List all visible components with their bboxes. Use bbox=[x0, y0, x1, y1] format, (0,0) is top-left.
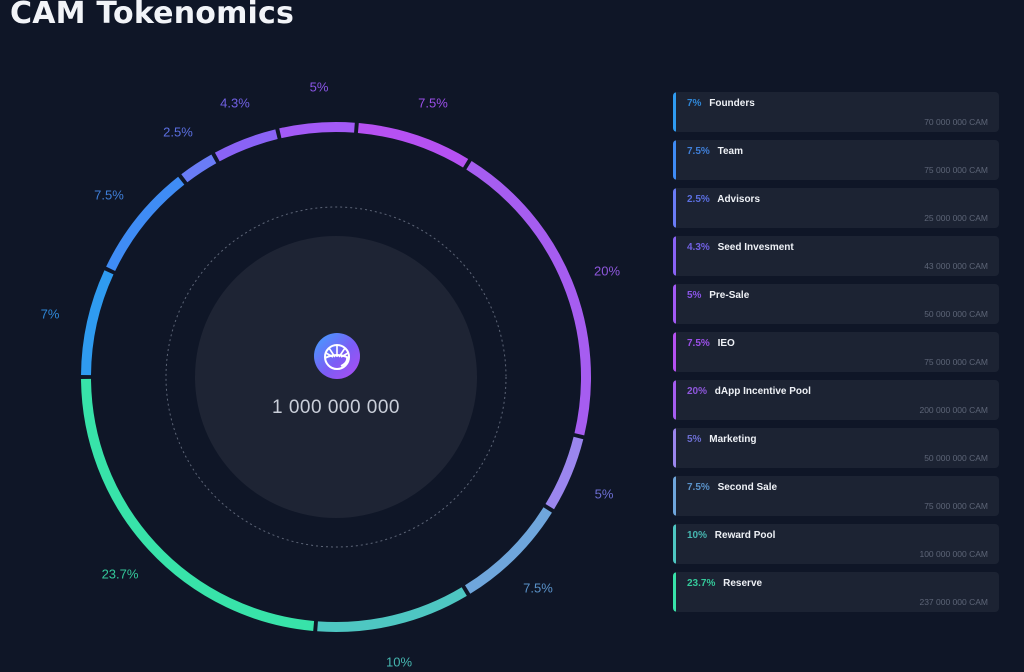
legend-name: Marketing bbox=[709, 434, 757, 445]
legend-percent: 2.5% bbox=[687, 194, 710, 205]
legend-color-bar bbox=[673, 236, 676, 276]
legend-item-dapp-incentive-pool[interactable]: 20% dApp Incentive Pool 200 000 000 CAM bbox=[673, 380, 999, 420]
slice-percent-label: 2.5% bbox=[163, 124, 193, 140]
legend-percent: 7.5% bbox=[687, 482, 710, 493]
legend-amount: 50 000 000 CAM bbox=[924, 309, 988, 319]
legend-amount: 200 000 000 CAM bbox=[919, 405, 988, 415]
legend-percent: 5% bbox=[687, 434, 702, 445]
donut-segment-marketing[interactable] bbox=[545, 436, 584, 510]
legend-amount: 100 000 000 CAM bbox=[919, 549, 988, 559]
donut-segment-team[interactable] bbox=[106, 176, 185, 271]
legend-color-bar bbox=[673, 332, 676, 372]
cam-logo-icon bbox=[314, 333, 360, 379]
page-title: CAM Tokenomics bbox=[10, 0, 295, 31]
donut-chart: 7% 7.5% 2.5% 4.3% 5% 7.5% 20% 5% 7.5% 10% 23.7% 1 … bbox=[40, 79, 621, 670]
slice-percent-label: 7% bbox=[40, 306, 60, 322]
legend-amount: 70 000 000 CAM bbox=[924, 117, 988, 127]
legend-item-second-sale[interactable]: 7.5% Second Sale 75 000 000 CAM bbox=[673, 476, 999, 516]
legend-item-reward-pool[interactable]: 10% Reward Pool 100 000 000 CAM bbox=[673, 524, 999, 564]
legend-name: Reserve bbox=[723, 578, 763, 589]
slice-percent-label: 5% bbox=[594, 486, 614, 502]
legend-color-bar bbox=[673, 188, 676, 228]
donut-segment-dapp-incentive-pool[interactable] bbox=[466, 161, 591, 436]
legend-percent: 7% bbox=[687, 98, 702, 109]
donut-segment-advisors[interactable] bbox=[181, 154, 217, 183]
legend-percent: 7.5% bbox=[687, 146, 710, 157]
legend-name: dApp Incentive Pool bbox=[714, 386, 811, 397]
legend-amount: 25 000 000 CAM bbox=[924, 213, 988, 223]
donut-segment-second-sale[interactable] bbox=[464, 507, 552, 594]
legend-item-advisors[interactable]: 2.5% Advisors 25 000 000 CAM bbox=[673, 188, 999, 228]
legend-name: Team bbox=[717, 146, 743, 157]
legend-color-bar bbox=[673, 476, 676, 516]
legend-color-bar bbox=[673, 92, 676, 132]
legend-item-founders[interactable]: 7% Founders 70 000 000 CAM bbox=[673, 92, 999, 132]
donut-segment-founders[interactable] bbox=[81, 270, 114, 376]
slice-percent-label: 7.5% bbox=[523, 580, 553, 596]
dashed-guide-ring bbox=[165, 206, 507, 548]
legend-item-team[interactable]: 7.5% Team 75 000 000 CAM bbox=[673, 140, 999, 180]
legend-percent: 20% bbox=[687, 386, 708, 397]
legend-amount: 75 000 000 CAM bbox=[924, 165, 988, 175]
legend-color-bar bbox=[673, 284, 676, 324]
legend-name: Reward Pool bbox=[714, 530, 776, 541]
slice-percent-label: 5% bbox=[309, 79, 329, 95]
legend-item-ieo[interactable]: 7.5% IEO 75 000 000 CAM bbox=[673, 332, 999, 372]
legend-color-bar bbox=[673, 572, 676, 612]
legend-name: Pre-Sale bbox=[709, 290, 750, 301]
legend-amount: 50 000 000 CAM bbox=[924, 453, 988, 463]
donut-segment-reward-pool[interactable] bbox=[317, 587, 467, 632]
legend-percent: 4.3% bbox=[687, 242, 710, 253]
legend-color-bar bbox=[673, 380, 676, 420]
legend-list: 7% Founders 70 000 000 CAM 7.5% Team 75 … bbox=[673, 92, 999, 620]
slice-percent-label: 4.3% bbox=[220, 95, 250, 111]
donut-segment-reserve[interactable] bbox=[81, 378, 315, 631]
legend-percent: 10% bbox=[687, 530, 708, 541]
legend-amount: 75 000 000 CAM bbox=[924, 357, 988, 367]
legend-color-bar bbox=[673, 524, 676, 564]
legend-name: Advisors bbox=[717, 194, 761, 205]
legend-amount: 237 000 000 CAM bbox=[919, 597, 988, 607]
slice-percent-label: 7.5% bbox=[418, 95, 448, 111]
legend-color-bar bbox=[673, 140, 676, 180]
legend-name: Second Sale bbox=[717, 482, 778, 493]
legend-name: Founders bbox=[709, 98, 755, 109]
donut-segment-ieo[interactable] bbox=[357, 123, 469, 168]
total-supply: 1 000 000 000 bbox=[271, 397, 401, 418]
slice-percent-label: 23.7% bbox=[101, 566, 139, 582]
legend-item-reserve[interactable]: 23.7% Reserve 237 000 000 CAM bbox=[673, 572, 999, 612]
slice-percent-label: 20% bbox=[593, 263, 621, 279]
legend-name: IEO bbox=[717, 338, 735, 349]
legend-item-pre-sale[interactable]: 5% Pre-Sale 50 000 000 CAM bbox=[673, 284, 999, 324]
slice-percent-label: 10% bbox=[385, 654, 413, 670]
slice-percent-label: 7.5% bbox=[94, 187, 124, 203]
legend-percent: 5% bbox=[687, 290, 702, 301]
legend-percent: 7.5% bbox=[687, 338, 710, 349]
legend-amount: 75 000 000 CAM bbox=[924, 501, 988, 511]
legend-amount: 43 000 000 CAM bbox=[924, 261, 988, 271]
legend-color-bar bbox=[673, 428, 676, 468]
donut-segment-seed-invesment[interactable] bbox=[214, 129, 278, 162]
legend-item-marketing[interactable]: 5% Marketing 50 000 000 CAM bbox=[673, 428, 999, 468]
legend-item-seed-invesment[interactable]: 4.3% Seed Invesment 43 000 000 CAM bbox=[673, 236, 999, 276]
donut-segment-pre-sale[interactable] bbox=[279, 122, 355, 139]
legend-percent: 23.7% bbox=[687, 578, 716, 589]
legend-name: Seed Invesment bbox=[717, 242, 794, 253]
